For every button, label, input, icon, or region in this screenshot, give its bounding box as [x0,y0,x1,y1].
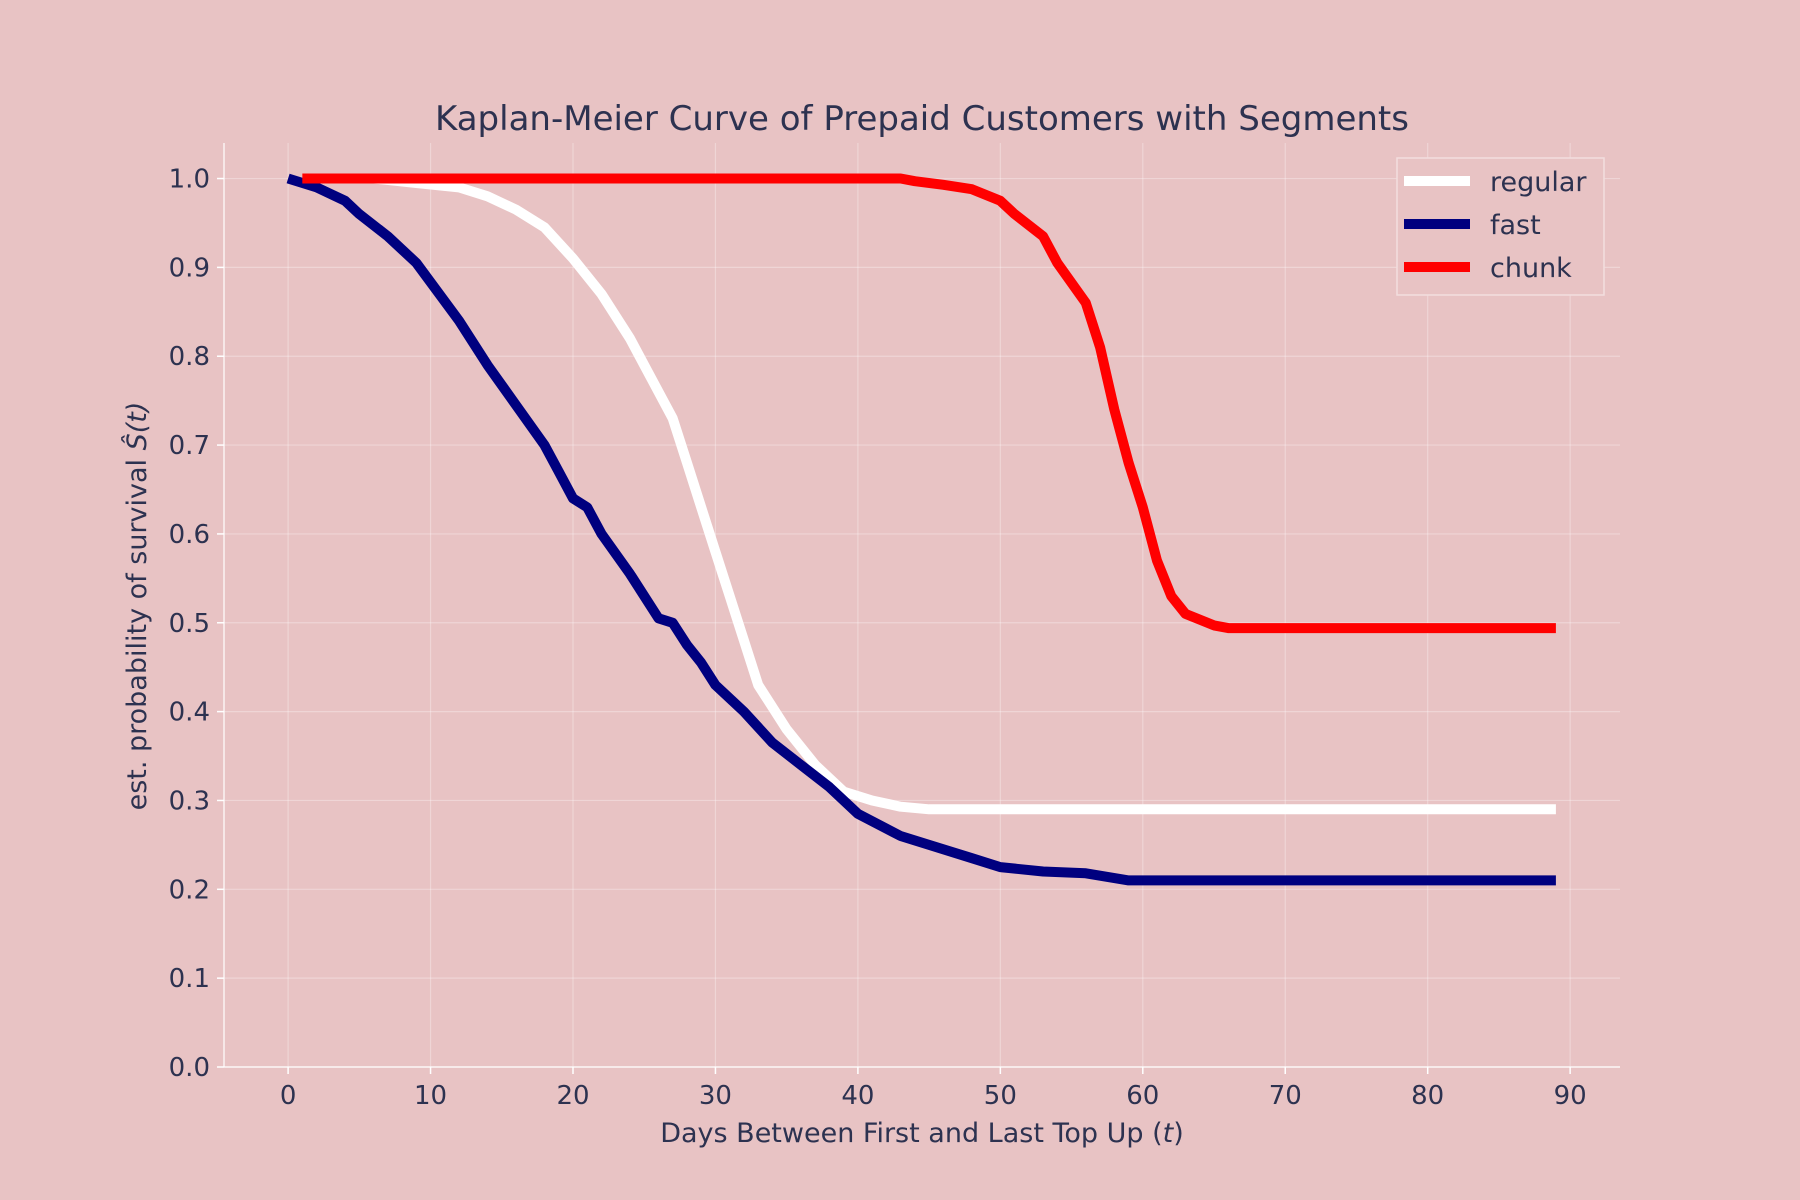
y-tick-label: 0.2 [169,875,210,905]
x-tick-label: 80 [1411,1081,1444,1111]
series-line-chunk [302,173,1556,634]
x-tick-label: 90 [1554,1081,1587,1111]
y-axis-label: est. probability of survival Ŝ(t) [121,402,153,811]
y-tick-label: 0.3 [169,786,210,816]
chart-title: Kaplan-Meier Curve of Prepaid Customers … [435,99,1409,139]
legend: regular fast chunk [1396,157,1605,296]
x-tick-label: 30 [699,1081,732,1111]
series-lines [286,173,1556,886]
y-tick-label: 0.5 [169,609,210,639]
x-tick-label: 20 [556,1081,589,1111]
x-tick-label: 10 [414,1081,447,1111]
x-tick-label: 0 [280,1081,297,1111]
y-tick-label: 0.7 [169,431,210,461]
legend-label-fast: fast [1490,210,1541,241]
y-tick-label: 1.0 [169,165,210,195]
x-axis-label: Days Between First and Last Top Up (t) [660,1118,1184,1149]
x-tick-label: 40 [841,1081,874,1111]
x-tick-label: 70 [1269,1081,1302,1111]
legend-label-chunk: chunk [1490,253,1572,284]
x-tick-label: 60 [1126,1081,1159,1111]
y-tick-label: 0.1 [169,964,210,994]
legend-label-regular: regular [1490,167,1587,198]
y-tick-label: 0.6 [169,520,210,550]
axis-spines [223,143,1620,1068]
x-ticks: 0 10 20 30 40 50 60 70 80 90 [280,1067,1587,1111]
x-tick-label: 50 [984,1081,1017,1111]
y-ticks: 0.0 0.1 0.2 0.3 0.4 0.5 0.6 0.7 0.8 0.9 1.0 [169,165,224,1083]
y-tick-label: 0.0 [169,1053,210,1083]
series-line-fast [286,173,1556,886]
y-tick-label: 0.9 [169,253,210,283]
y-tick-label: 0.4 [169,698,210,728]
series-line-regular [302,173,1556,815]
y-tick-label: 0.8 [169,342,210,372]
